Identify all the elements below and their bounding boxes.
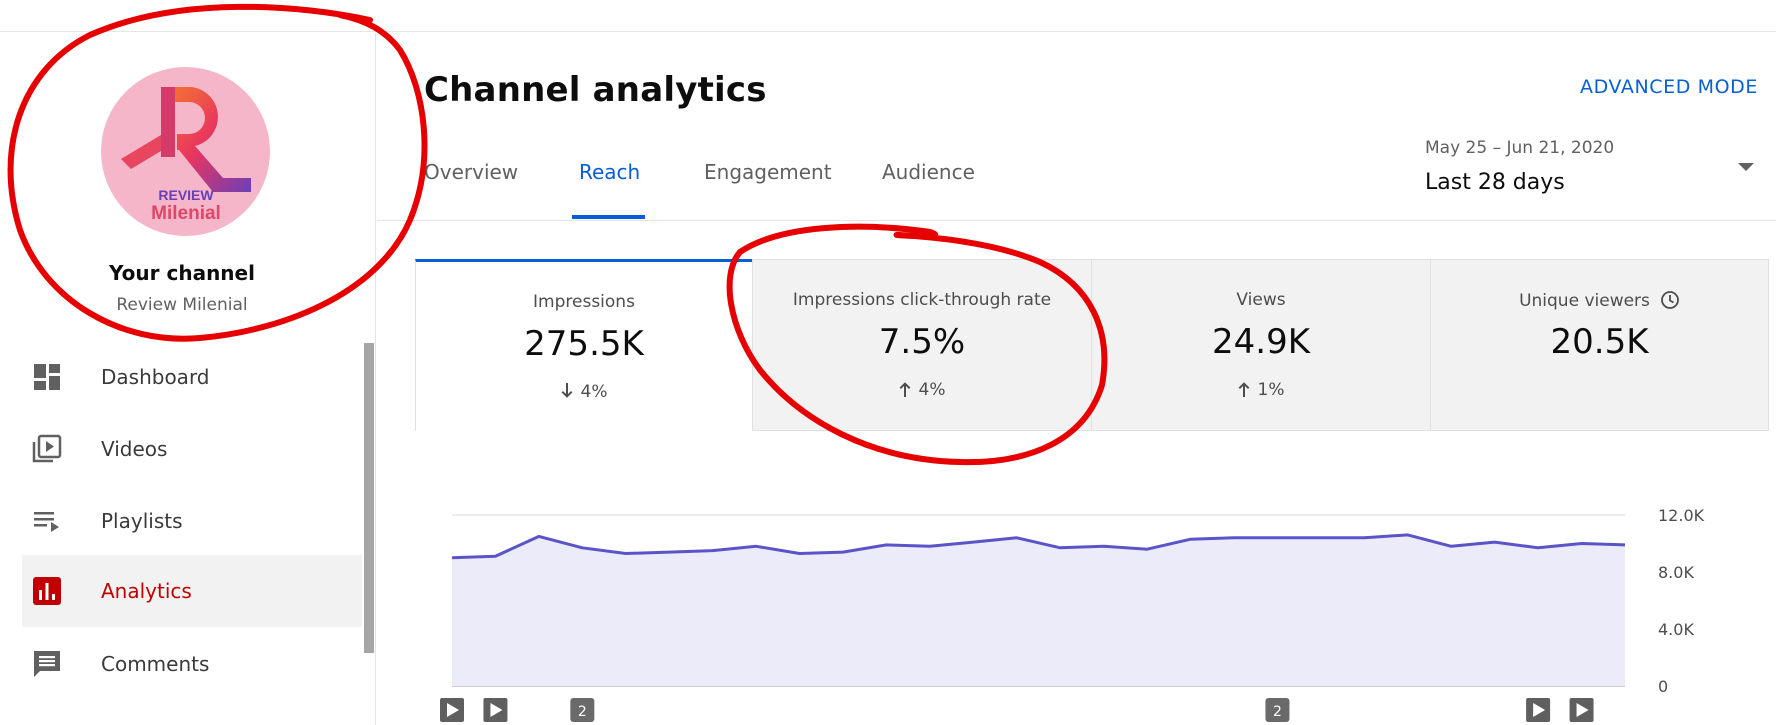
video-marker[interactable] [1526,698,1551,722]
metric-title-text: Unique viewers [1519,291,1650,311]
metric-value: 20.5K [1550,322,1649,362]
clock-icon [1661,291,1679,309]
sidebar-item-label: Playlists [101,509,183,533]
logo-text-top: REVIEW [158,187,214,203]
play-icon [1533,703,1546,717]
arrow-up-icon [1238,382,1249,397]
video-count-box [570,698,595,722]
sidebar-item-playlists[interactable]: Playlists [22,485,362,557]
metric-delta: 1% [1092,380,1430,400]
metric-title: Impressions [533,292,635,312]
analytics-icon [33,577,61,605]
metric-card-views[interactable]: Views 24.9K 1% [1091,259,1431,431]
metric-value: 7.5% [878,322,966,362]
logo-text-bottom: Milenial [151,203,221,224]
tab-reach[interactable]: Reach [579,160,641,184]
sidebar-item-dashboard[interactable]: Dashboard [22,341,362,413]
y-tick-label: 0 [1658,677,1668,696]
metric-delta: 4% [416,382,752,402]
arrow-down-icon [561,383,572,398]
y-tick-label: 8.0K [1658,563,1694,582]
channel-title[interactable]: Your channel [109,261,255,285]
arrow-up-icon [899,382,910,397]
video-marker[interactable] [483,698,508,722]
metric-title: Impressions click-through rate [792,290,1052,310]
video-marker[interactable] [440,698,464,722]
video-count-marker[interactable]: 2 [570,698,595,722]
chevron-down-icon[interactable] [1738,163,1754,171]
date-range-text: May 25 – Jun 21, 2020 [1425,138,1615,158]
metric-delta-text: 4% [580,382,608,402]
tab-overview[interactable]: Overview [424,160,519,184]
page-title: Channel analytics [424,70,767,110]
sidebar: REVIEW Milenial Your channel Review Mile… [22,33,376,725]
playlists-icon [34,512,59,532]
metric-delta-text: 4% [918,380,946,400]
metric-card-impressions[interactable]: Impressions 275.5K 4% [415,259,753,431]
channel-name: Review Milenial [116,295,248,315]
tab-engagement[interactable]: Engagement [704,160,832,184]
sidebar-scrollbar[interactable] [364,343,374,653]
metric-card-unique-viewers[interactable]: Unique viewers 20.5K [1430,259,1769,431]
video-count-label: 2 [578,704,587,720]
videos-icon [32,434,62,463]
tab-audience[interactable]: Audience [882,160,975,184]
comments-icon [34,651,60,677]
active-tab-indicator [572,215,645,219]
sidebar-item-label: Dashboard [101,365,210,389]
video-count-marker[interactable]: 2 [1265,698,1290,722]
metric-delta: 4% [753,380,1091,400]
chart-area [452,534,1625,686]
y-tick-label: 4.0K [1658,620,1694,639]
play-icon [1576,703,1589,717]
advanced-mode-link[interactable]: ADVANCED MODE [1579,76,1758,98]
date-range-label: Last 28 days [1425,170,1565,195]
video-marker[interactable] [1569,698,1594,722]
top-app-bar-edge [0,0,1776,32]
sidebar-item-label: Analytics [101,579,192,603]
sidebar-item-label: Comments [101,652,210,676]
y-tick-label: 12.0K [1658,506,1705,525]
metric-title: Unique viewers [1431,290,1768,311]
header-divider [377,220,1776,221]
metric-value: 275.5K [524,324,644,364]
sidebar-item-videos[interactable]: Videos [22,413,362,485]
sidebar-item-analytics[interactable]: Analytics [22,555,362,627]
video-count-box [1265,698,1290,722]
video-count-label: 2 [1273,704,1282,720]
channel-avatar[interactable]: REVIEW Milenial [101,67,270,236]
metric-card-ctr[interactable]: Impressions click-through rate 7.5% 4% [752,259,1092,431]
channel-logo: REVIEW Milenial [121,87,251,224]
chart-series-line [451,533,1626,560]
dashboard-icon [34,364,60,390]
metric-delta-text: 1% [1257,380,1285,400]
metric-title: Views [1236,290,1286,310]
sidebar-item-label: Videos [101,437,168,461]
play-icon [490,703,503,717]
metric-value: 24.9K [1212,322,1310,362]
sidebar-item-comments[interactable]: Comments [22,628,362,700]
play-icon [447,703,459,717]
reach-chart[interactable]: 12.0K 8.0K 4.0K 0 2 2 [420,490,1776,725]
